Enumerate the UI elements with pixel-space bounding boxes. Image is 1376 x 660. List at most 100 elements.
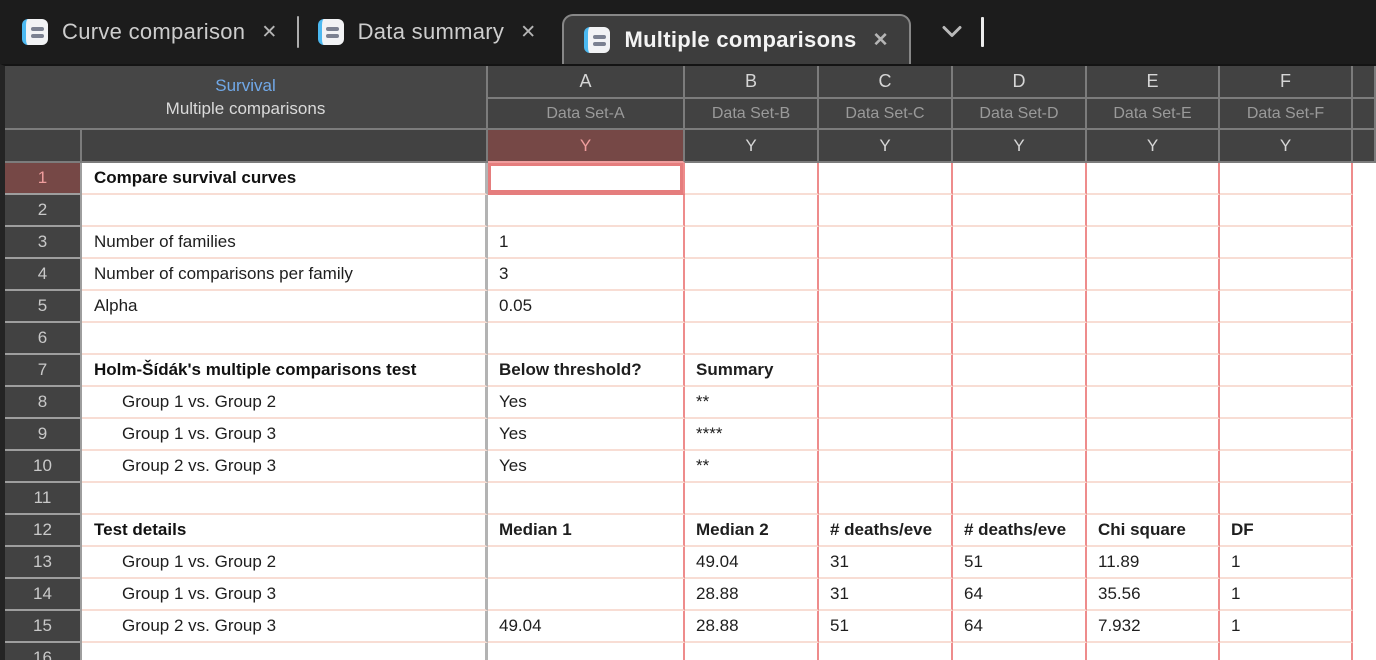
cell-F15[interactable]: 1: [1220, 611, 1353, 643]
cell-C11[interactable]: [819, 483, 953, 515]
cell-E15[interactable]: 7.932: [1087, 611, 1220, 643]
cell-B7[interactable]: Summary: [685, 355, 819, 387]
close-icon[interactable]: ✕: [872, 29, 889, 51]
dataset-label-A[interactable]: Data Set-A: [488, 99, 685, 130]
cell-A9[interactable]: Yes: [488, 419, 685, 451]
subcolumn-header-C[interactable]: Y: [819, 130, 953, 163]
cell-E13[interactable]: 11.89: [1087, 547, 1220, 579]
row-header-11[interactable]: 11: [5, 483, 82, 515]
cell-F16[interactable]: [1220, 643, 1353, 660]
cell-D15[interactable]: 64: [953, 611, 1087, 643]
cell-B11[interactable]: [685, 483, 819, 515]
cell-F14[interactable]: 1: [1220, 579, 1353, 611]
cell-E8[interactable]: [1087, 387, 1220, 419]
cell-C15[interactable]: 51: [819, 611, 953, 643]
row-label-12[interactable]: Test details: [82, 515, 488, 547]
subcolumn-header-D[interactable]: Y: [953, 130, 1087, 163]
row-header-4[interactable]: 4: [5, 259, 82, 291]
cell-C8[interactable]: [819, 387, 953, 419]
cell-C13[interactable]: 31: [819, 547, 953, 579]
row-label-11[interactable]: [82, 483, 488, 515]
cell-A10[interactable]: Yes: [488, 451, 685, 483]
cell-C4[interactable]: [819, 259, 953, 291]
cell-B15[interactable]: 28.88: [685, 611, 819, 643]
cell-D16[interactable]: [953, 643, 1087, 660]
column-header-B[interactable]: B: [685, 66, 819, 99]
close-icon[interactable]: ✕: [520, 21, 537, 43]
cell-A7[interactable]: Below threshold?: [488, 355, 685, 387]
cell-F13[interactable]: 1: [1220, 547, 1353, 579]
cell-A11[interactable]: [488, 483, 685, 515]
dataset-label-F[interactable]: Data Set-F: [1220, 99, 1353, 130]
row-label-3[interactable]: Number of families: [82, 227, 488, 259]
cell-C2[interactable]: [819, 195, 953, 227]
cell-E16[interactable]: [1087, 643, 1220, 660]
subcolumn-header-F[interactable]: Y: [1220, 130, 1353, 163]
cell-A5[interactable]: 0.05: [488, 291, 685, 323]
column-header-C[interactable]: C: [819, 66, 953, 99]
cell-C16[interactable]: [819, 643, 953, 660]
cell-A14[interactable]: [488, 579, 685, 611]
cell-B8[interactable]: **: [685, 387, 819, 419]
subcolumn-header-E[interactable]: Y: [1087, 130, 1220, 163]
tab-multiple-comparisons[interactable]: Multiple comparisons ✕: [562, 14, 911, 64]
cell-E5[interactable]: [1087, 291, 1220, 323]
cell-F11[interactable]: [1220, 483, 1353, 515]
cell-A13[interactable]: [488, 547, 685, 579]
close-icon[interactable]: ✕: [261, 21, 278, 43]
cell-A15[interactable]: 49.04: [488, 611, 685, 643]
cell-D8[interactable]: [953, 387, 1087, 419]
cell-E6[interactable]: [1087, 323, 1220, 355]
row-label-2[interactable]: [82, 195, 488, 227]
chevron-down-icon[interactable]: [941, 25, 963, 39]
cell-E11[interactable]: [1087, 483, 1220, 515]
cell-B1[interactable]: [685, 163, 819, 195]
row-label-14[interactable]: Group 1 vs. Group 3: [82, 579, 488, 611]
cell-B14[interactable]: 28.88: [685, 579, 819, 611]
cell-F8[interactable]: [1220, 387, 1353, 419]
cell-A12[interactable]: Median 1: [488, 515, 685, 547]
cell-A1[interactable]: [488, 163, 685, 195]
column-header-F[interactable]: F: [1220, 66, 1353, 99]
row-header-6[interactable]: 6: [5, 323, 82, 355]
cell-F1[interactable]: [1220, 163, 1353, 195]
row-header-1[interactable]: 1: [5, 163, 82, 195]
cell-E12[interactable]: Chi square: [1087, 515, 1220, 547]
row-header-14[interactable]: 14: [5, 579, 82, 611]
cell-C12[interactable]: # deaths/eve: [819, 515, 953, 547]
tab-curve-comparison[interactable]: Curve comparison ✕: [22, 19, 278, 45]
cell-D1[interactable]: [953, 163, 1087, 195]
cell-C1[interactable]: [819, 163, 953, 195]
cell-F7[interactable]: [1220, 355, 1353, 387]
row-header-2[interactable]: 2: [5, 195, 82, 227]
subcolumn-header-B[interactable]: Y: [685, 130, 819, 163]
row-header-8[interactable]: 8: [5, 387, 82, 419]
cell-A8[interactable]: Yes: [488, 387, 685, 419]
cell-E3[interactable]: [1087, 227, 1220, 259]
cell-E10[interactable]: [1087, 451, 1220, 483]
row-label-13[interactable]: Group 1 vs. Group 2: [82, 547, 488, 579]
row-label-9[interactable]: Group 1 vs. Group 3: [82, 419, 488, 451]
cell-D4[interactable]: [953, 259, 1087, 291]
row-label-15[interactable]: Group 2 vs. Group 3: [82, 611, 488, 643]
cell-E7[interactable]: [1087, 355, 1220, 387]
dataset-label-B[interactable]: Data Set-B: [685, 99, 819, 130]
cell-C9[interactable]: [819, 419, 953, 451]
column-header-E[interactable]: E: [1087, 66, 1220, 99]
cell-B2[interactable]: [685, 195, 819, 227]
subcolumn-header-A[interactable]: Y: [488, 130, 685, 163]
cell-D12[interactable]: # deaths/eve: [953, 515, 1087, 547]
row-header-9[interactable]: 9: [5, 419, 82, 451]
cell-A2[interactable]: [488, 195, 685, 227]
row-label-6[interactable]: [82, 323, 488, 355]
cell-D5[interactable]: [953, 291, 1087, 323]
dataset-label-D[interactable]: Data Set-D: [953, 99, 1087, 130]
column-header-D[interactable]: D: [953, 66, 1087, 99]
cell-B6[interactable]: [685, 323, 819, 355]
row-label-16[interactable]: [82, 643, 488, 660]
cell-A4[interactable]: 3: [488, 259, 685, 291]
cell-A3[interactable]: 1: [488, 227, 685, 259]
cell-D3[interactable]: [953, 227, 1087, 259]
cell-C5[interactable]: [819, 291, 953, 323]
cell-E4[interactable]: [1087, 259, 1220, 291]
